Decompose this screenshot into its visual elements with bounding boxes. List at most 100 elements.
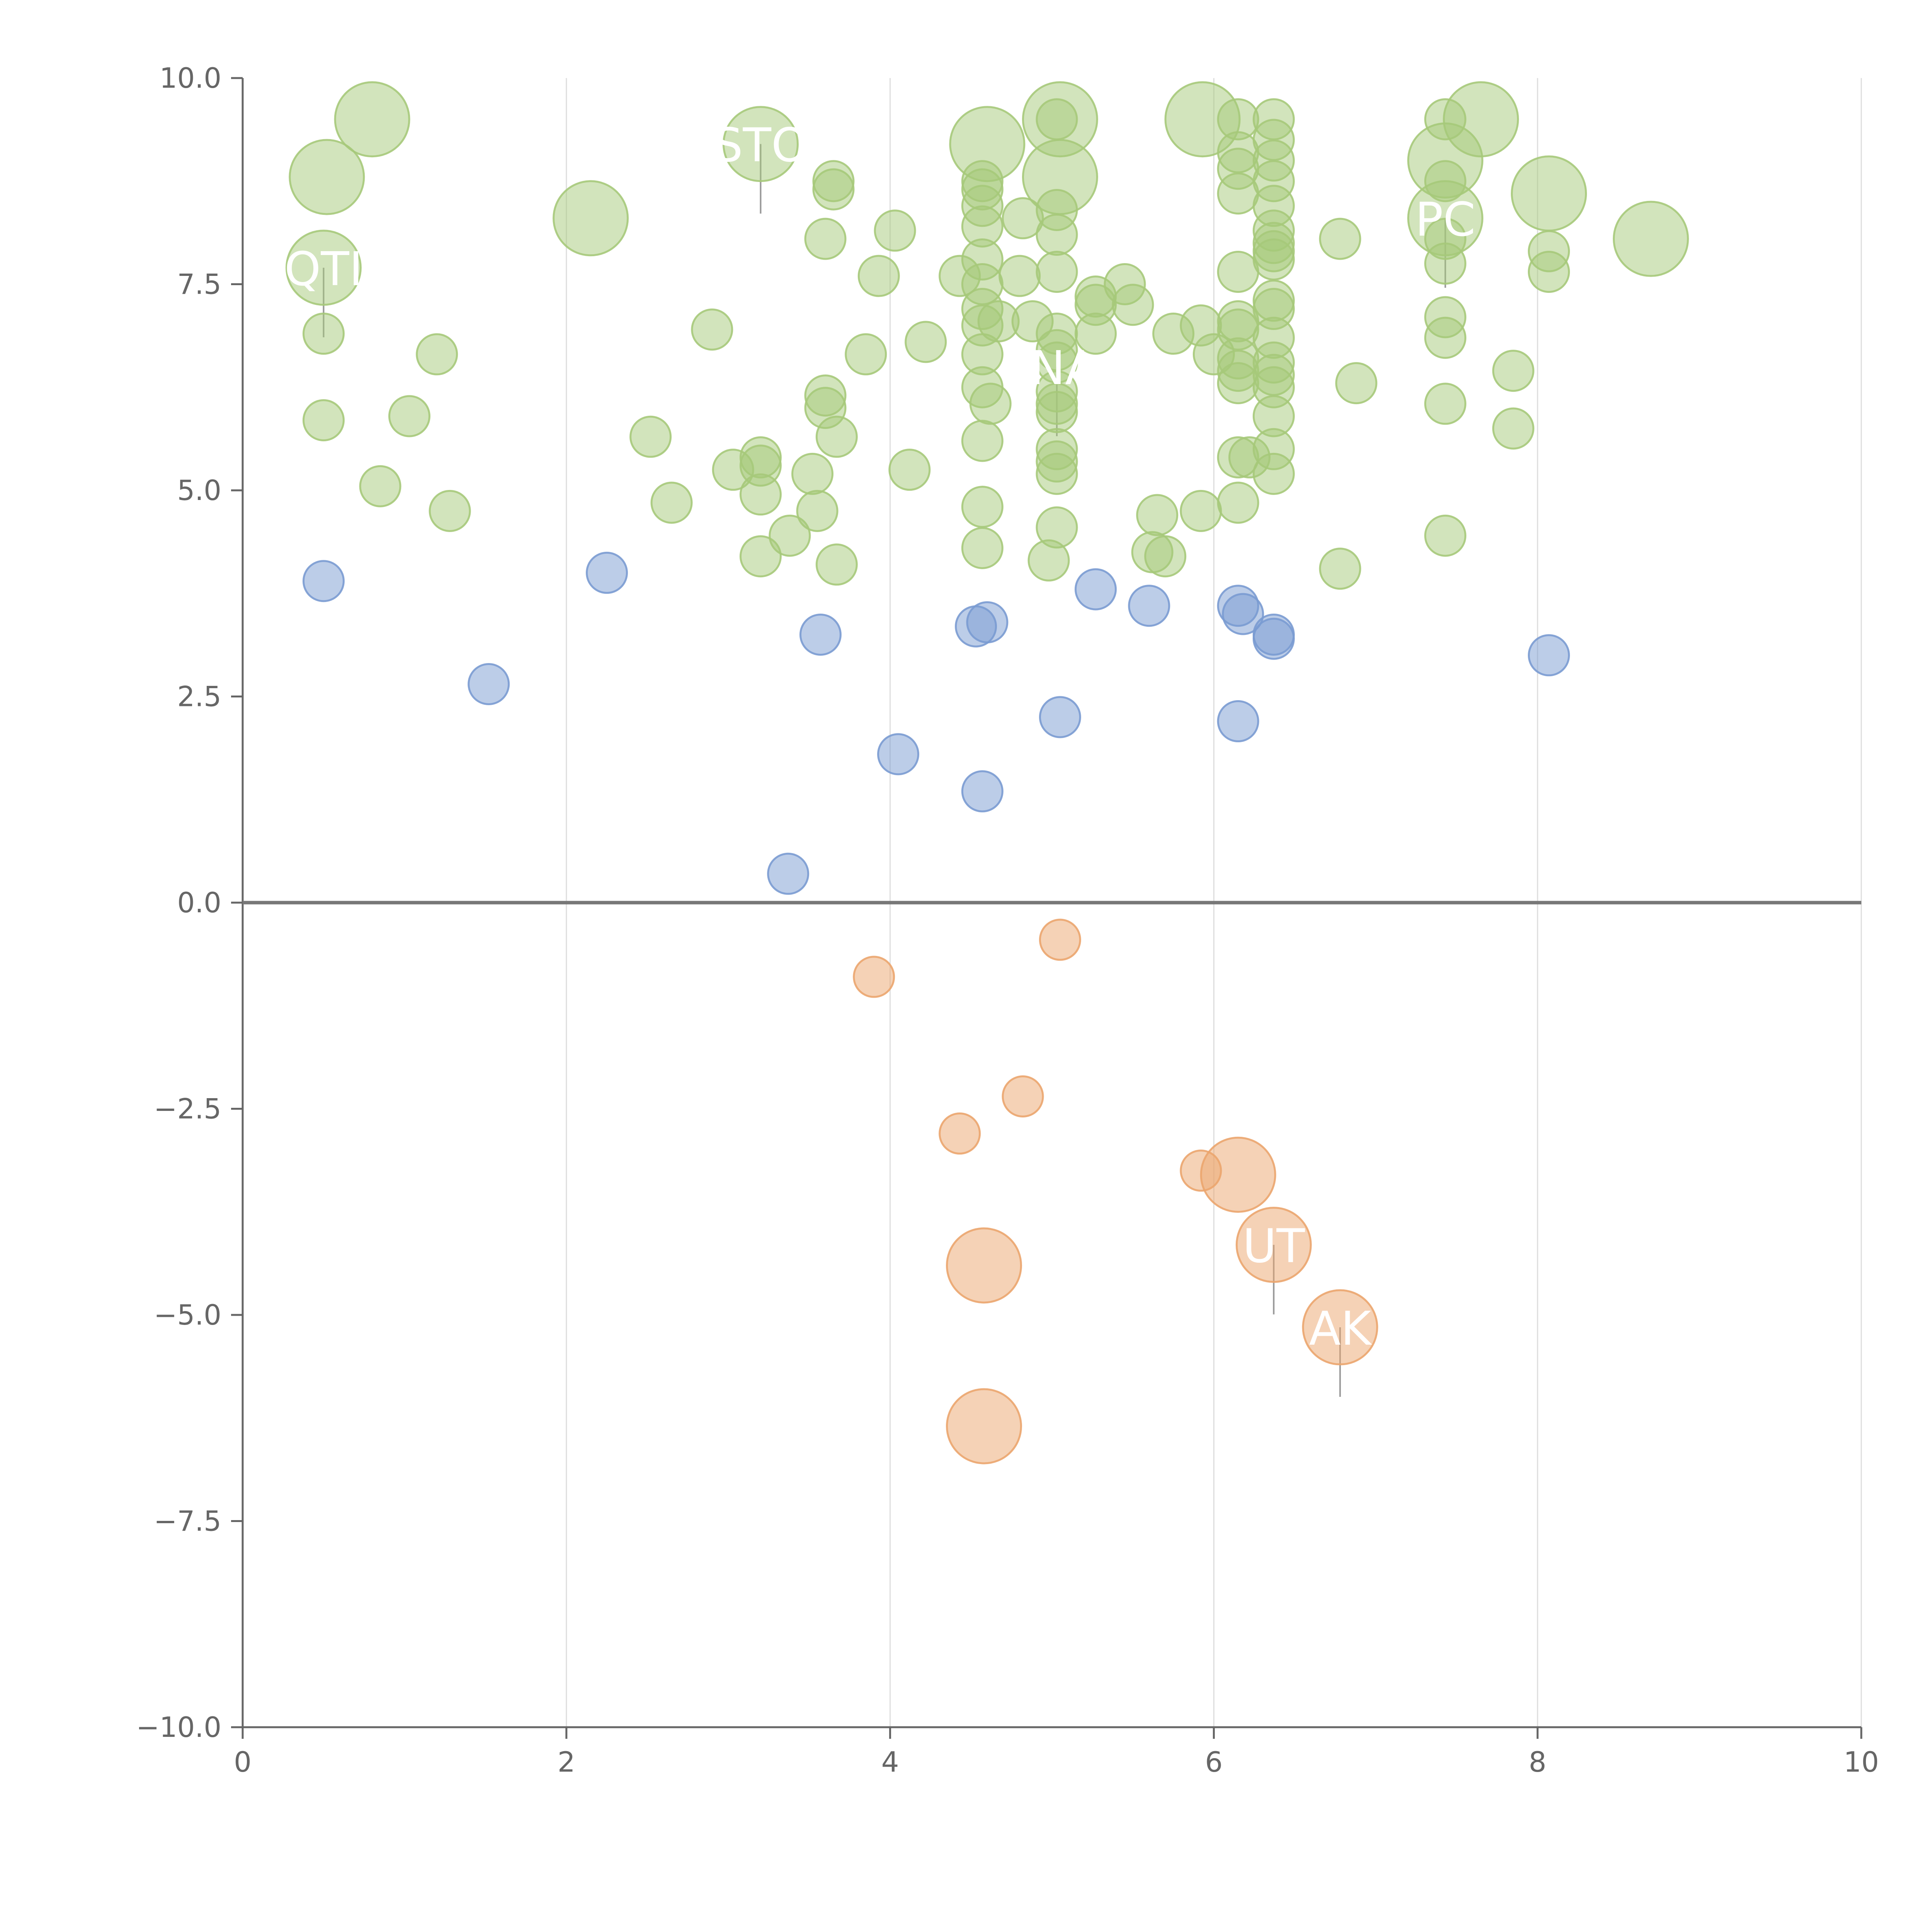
green-bubble [969, 383, 1012, 425]
green-bubble [804, 218, 847, 260]
blue-bubble [1075, 568, 1117, 611]
blue-bubble [1128, 585, 1170, 627]
green-bubble [796, 490, 838, 532]
point-label: INA [1017, 342, 1097, 395]
green-bubble [888, 449, 931, 491]
green-bubble [961, 486, 1003, 528]
green-bubble [1112, 284, 1154, 326]
green-bubble [1424, 316, 1466, 359]
orange-bubble [939, 1112, 981, 1155]
green-bubble [1252, 452, 1295, 495]
y-tick-label: 5.0 [177, 474, 221, 507]
x-tick-label: 2 [558, 1746, 575, 1778]
green-bubble [650, 481, 693, 524]
point-label: AK [1309, 1302, 1372, 1356]
green-bubble [739, 535, 782, 578]
y-tick-label: 2.5 [177, 680, 221, 713]
green-bubble [416, 333, 458, 376]
blue-bubble [961, 770, 1003, 813]
blue-bubble [1039, 696, 1081, 738]
orange-bubble [1200, 1136, 1276, 1213]
blue-bubble [1528, 634, 1570, 677]
green-bubble [1511, 155, 1587, 232]
green-bubble [1036, 98, 1078, 141]
y-tick-label: 10.0 [160, 62, 221, 94]
green-bubble [1492, 407, 1534, 450]
orange-bubble [946, 1388, 1022, 1464]
y-tick-label: −2.5 [154, 1093, 221, 1125]
green-bubble [815, 415, 858, 458]
green-bubble [815, 543, 858, 586]
green-bubble [905, 321, 947, 363]
y-tick-label: −10.0 [136, 1711, 221, 1743]
orange-bubble [1235, 1207, 1312, 1283]
green-bubble [553, 180, 629, 257]
green-bubble [791, 452, 834, 495]
y-tick-label: 7.5 [177, 268, 221, 301]
green-bubble [874, 209, 916, 252]
green-bubble [722, 106, 799, 182]
axes [231, 77, 1862, 1739]
green-bubble [334, 81, 410, 158]
y-tick-label: 0.0 [177, 886, 221, 919]
blue-bubble [1222, 593, 1264, 635]
x-tick-label: 6 [1205, 1746, 1223, 1778]
green-bubble [1335, 362, 1378, 405]
green-bubble [1036, 250, 1078, 293]
blue-bubble [966, 601, 1009, 643]
green-bubble [998, 255, 1041, 297]
blue-bubble [468, 663, 510, 705]
blue-bubble [877, 733, 920, 776]
green-bubble [359, 465, 401, 507]
green-bubble [1217, 172, 1259, 215]
blue-bubble [1217, 700, 1259, 743]
green-bubble [1180, 490, 1222, 532]
tick-labels: 0 2 4 6 8 10 −10.0 −7.5 −5.0 −2.5 0.0 2.5 5.0 7.5 10.0 [136, 62, 1879, 1778]
green-bubble [812, 160, 855, 202]
green-bubble [961, 527, 1003, 569]
x-tick-label: 10 [1844, 1746, 1879, 1778]
green-bubble [857, 255, 900, 297]
y-tick-label: −5.0 [154, 1299, 221, 1331]
green-bubble [1528, 250, 1570, 293]
green-bubble [1612, 201, 1689, 277]
green-bubble [691, 308, 733, 351]
green-bubble [285, 230, 362, 306]
green-bubble [804, 374, 847, 417]
blue-bubble [1252, 617, 1295, 660]
green-bubble [1424, 242, 1466, 285]
green-bubble [1036, 391, 1078, 433]
green-bubble [629, 415, 672, 458]
x-tick-label: 4 [881, 1746, 899, 1778]
green-bubble [1217, 250, 1259, 293]
green-bubble [961, 160, 1003, 202]
point-label: STO [714, 119, 808, 173]
green-bubble [1492, 350, 1534, 392]
green-bubble [1424, 514, 1466, 557]
green-bubble [302, 399, 345, 442]
green-bubble [769, 514, 811, 557]
point-label: UT [1243, 1220, 1305, 1274]
blue-bubble [767, 852, 810, 895]
green-bubble [1424, 160, 1466, 202]
green-bubble [1036, 213, 1078, 256]
blue-bubble [586, 551, 628, 594]
green-bubble [1144, 535, 1187, 578]
green-bubble [739, 473, 782, 516]
green-bubble [1217, 481, 1259, 524]
x-tick-label: 8 [1529, 1746, 1546, 1778]
green-bubble [1252, 238, 1295, 281]
y-tick-label: −7.5 [154, 1505, 221, 1537]
green-bubble [1319, 548, 1361, 590]
green-bubble [429, 490, 471, 532]
green-bubble [1217, 362, 1259, 405]
green-bubble [1036, 452, 1078, 495]
orange-bubble [1302, 1289, 1378, 1366]
green-bubble [1075, 313, 1117, 355]
green-bubble [1136, 494, 1179, 536]
green-bubble [1424, 98, 1466, 141]
green-bubble [1027, 539, 1070, 582]
orange-bubble [853, 956, 895, 998]
green-bubble [302, 313, 345, 355]
